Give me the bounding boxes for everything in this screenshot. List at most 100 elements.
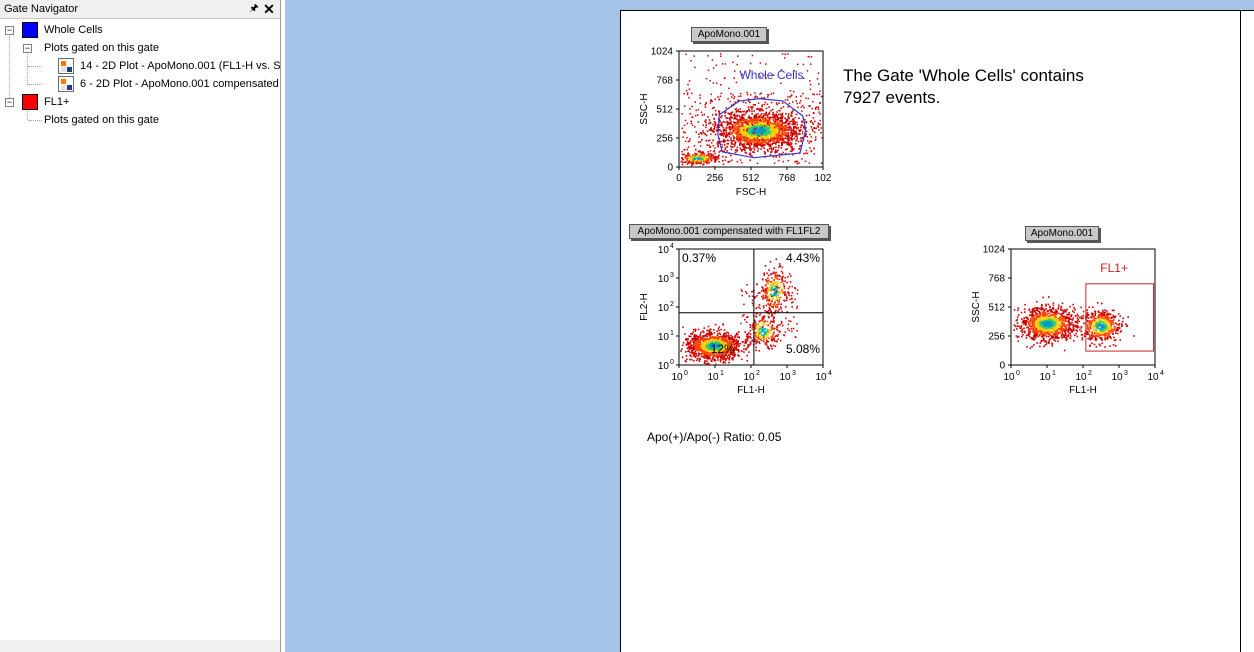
event-dot <box>773 140 776 142</box>
event-dot <box>724 147 727 149</box>
event-dot <box>1024 303 1026 306</box>
event-dot <box>726 145 728 148</box>
event-dot <box>768 279 770 282</box>
event-dot <box>714 159 717 161</box>
tree-collapse-icon[interactable]: − <box>5 25 14 35</box>
event-dot <box>777 333 780 336</box>
event-dot <box>723 356 725 358</box>
event-dot <box>767 309 770 312</box>
event-dot <box>805 130 808 133</box>
event-dot <box>683 153 685 156</box>
close-icon[interactable]: ✕ <box>263 1 275 17</box>
plot-title[interactable]: ApoMono.001 compensated with FL1FL2 <box>629 224 829 239</box>
event-dot <box>781 324 784 327</box>
event-dot <box>778 299 780 301</box>
event-dot <box>743 314 745 316</box>
tree-item-plot-14[interactable]: 14 - 2D Plot - ApoMono.001 (FL1-H vs. SS <box>80 60 280 72</box>
event-dot <box>735 109 738 112</box>
event-dot <box>697 340 699 343</box>
event-dot <box>753 118 756 120</box>
event-dot <box>765 289 767 292</box>
event-dot <box>688 140 691 142</box>
event-dot <box>770 125 773 128</box>
event-dot <box>733 77 735 79</box>
event-dot <box>816 78 819 80</box>
event-dot <box>816 125 819 127</box>
event-dot <box>769 145 772 147</box>
event-dot <box>733 352 736 354</box>
event-dot <box>778 127 780 130</box>
event-dot <box>780 308 782 310</box>
event-dot <box>796 124 799 126</box>
event-dot <box>709 153 712 155</box>
event-dot <box>798 117 800 119</box>
event-dot <box>781 136 784 138</box>
event-dot <box>747 126 750 129</box>
tree-item-plots-gated[interactable]: Plots gated on this gate <box>44 114 159 126</box>
event-dot <box>685 89 688 92</box>
event-dot <box>760 338 762 341</box>
event-dot <box>715 339 717 341</box>
plot-title[interactable]: ApoMono.001 <box>1025 226 1099 241</box>
pin-icon[interactable]: 🖈 <box>249 3 259 14</box>
event-dot <box>761 105 763 107</box>
event-dot <box>749 153 751 156</box>
event-dot <box>810 56 813 58</box>
tree-collapse-icon[interactable]: − <box>23 43 32 53</box>
tree-item-plot-6[interactable]: 6 - 2D Plot - ApoMono.001 compensated w <box>80 78 280 90</box>
event-dot <box>740 117 743 119</box>
event-dot <box>778 266 781 268</box>
horizontal-scrollbar[interactable] <box>0 640 280 652</box>
event-dot <box>775 102 778 104</box>
event-dot <box>776 129 778 132</box>
event-dot <box>772 130 774 133</box>
event-dot <box>820 127 822 129</box>
event-dot <box>762 287 764 289</box>
event-dot <box>787 159 790 162</box>
event-dot <box>723 352 725 354</box>
fl1-fl2-quadrant-plot[interactable]: 0.37% 4.43%12% 5.08%10 010 110 210 310 410 0 10 1 1… <box>631 243 841 410</box>
event-dot <box>755 315 758 318</box>
tree-collapse-icon[interactable]: − <box>5 97 14 107</box>
event-dot <box>1073 325 1075 327</box>
event-dot <box>690 358 693 361</box>
event-dot <box>780 135 783 137</box>
event-dot <box>761 339 763 342</box>
event-dot <box>765 332 768 334</box>
event-dot <box>692 156 695 158</box>
event-dot <box>700 343 703 345</box>
event-dot <box>759 325 761 327</box>
event-dot <box>774 274 777 277</box>
event-dot <box>767 135 769 137</box>
event-dot <box>770 335 773 338</box>
event-dot <box>719 349 722 351</box>
event-dot <box>1039 345 1041 348</box>
event-dot <box>1065 333 1067 335</box>
event-dot <box>820 95 823 98</box>
event-dot <box>772 133 774 136</box>
event-dot <box>764 117 767 119</box>
event-dot <box>729 343 731 345</box>
tree-item-fl1-plus[interactable]: FL1+ <box>44 96 70 108</box>
event-dot <box>729 345 732 348</box>
tree-item-plots-gated[interactable]: Plots gated on this gate <box>44 42 159 54</box>
event-dot <box>764 289 767 292</box>
event-dot <box>749 142 751 144</box>
plot-title[interactable]: ApoMono.001 <box>691 27 767 42</box>
event-dot <box>694 350 697 353</box>
event-dot <box>801 124 804 127</box>
event-dot <box>1041 308 1043 310</box>
event-dot <box>795 127 798 130</box>
event-dot <box>794 298 796 301</box>
event-dot <box>696 337 699 340</box>
event-dot <box>708 347 710 349</box>
event-dot <box>722 362 725 364</box>
tree-item-whole-cells[interactable]: Whole Cells <box>44 24 103 36</box>
event-dot <box>695 162 698 165</box>
event-dot <box>749 122 752 125</box>
event-dot <box>792 133 794 135</box>
event-dot <box>742 145 744 148</box>
event-dot <box>786 148 788 150</box>
